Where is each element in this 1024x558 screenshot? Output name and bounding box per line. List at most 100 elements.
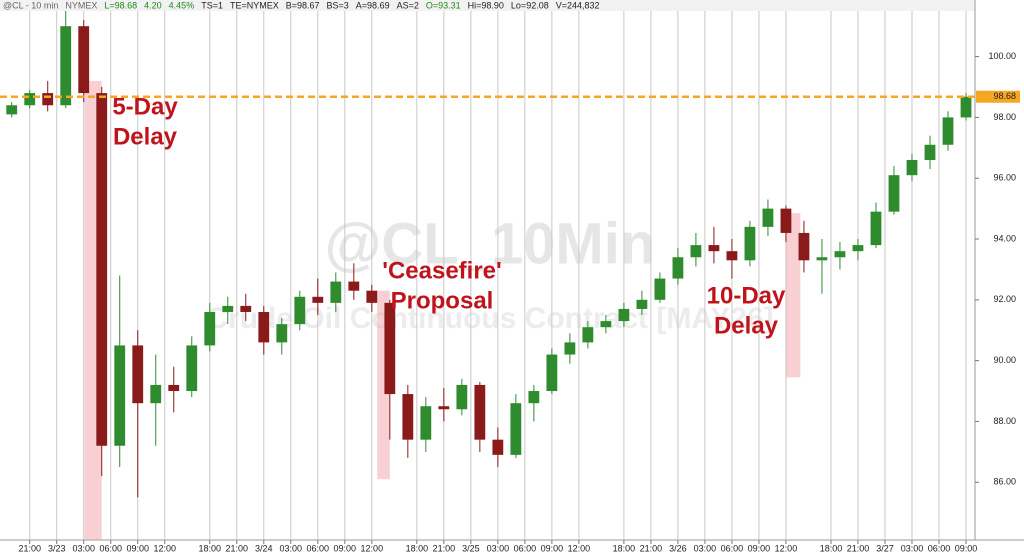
candle-body [114, 345, 126, 446]
candle-body [942, 117, 954, 145]
candle-body [330, 281, 342, 303]
annotation: 5-Day [112, 93, 178, 120]
header-field: AS=2 [397, 0, 419, 10]
candle-body [726, 251, 738, 261]
candle-body [366, 290, 378, 303]
header-field: O=93.31 [426, 0, 461, 10]
highlight-band [785, 213, 801, 378]
candle-body [798, 232, 810, 261]
x-tick-label: 18:00 [613, 543, 636, 553]
candle-body [870, 211, 882, 246]
candle-body [708, 245, 720, 252]
x-tick-label: 21:00 [18, 543, 41, 553]
candle-body [42, 93, 54, 106]
header-field: 4.20 [144, 0, 162, 10]
header-field: 4.45% [169, 0, 195, 10]
candle-body [456, 384, 468, 410]
candle-body [438, 406, 450, 410]
y-tick-label: 88.00 [993, 416, 1016, 426]
x-tick-label: 09:00 [955, 543, 978, 553]
candle-body [780, 208, 792, 233]
candle-body [186, 345, 198, 392]
candle-body [690, 245, 702, 258]
candle-body [546, 354, 558, 392]
annotation: Delay [113, 123, 178, 150]
price-label-box [976, 90, 1020, 103]
header-field: TE=NYMEX [230, 0, 279, 10]
header-field: Hi=98.90 [468, 0, 504, 10]
candle-body [204, 311, 216, 346]
x-tick-label: 12:00 [775, 543, 798, 553]
x-tick-label: 03:00 [694, 543, 717, 553]
x-tick-label: 18:00 [198, 543, 221, 553]
x-tick-label: 21:00 [640, 543, 663, 553]
x-tick-label: 18:00 [820, 543, 843, 553]
header-field: @CL - 10 min [3, 0, 58, 10]
candle-body [834, 251, 846, 258]
candle-body [636, 299, 648, 309]
candle-body [60, 26, 72, 106]
candle-body [384, 302, 396, 395]
candle-body [312, 296, 324, 303]
y-tick-label: 90.00 [993, 355, 1016, 365]
candle-body [618, 308, 630, 322]
candle-body [402, 394, 414, 440]
x-tick-label: 09:00 [126, 543, 149, 553]
x-tick-label: 12:00 [361, 543, 384, 553]
candle-body [672, 257, 684, 279]
x-tick-label: 03:00 [280, 543, 303, 553]
candle-body [528, 391, 540, 404]
x-tick-label: 09:00 [334, 543, 357, 553]
annotation: Proposal [391, 287, 494, 314]
x-tick-label: 21:00 [433, 543, 456, 553]
y-tick-label: 86.00 [993, 477, 1016, 487]
x-tick-label: 12:00 [153, 543, 176, 553]
y-tick-label: 100.00 [988, 51, 1016, 61]
annotation: 10-Day [707, 282, 786, 309]
candle-body [258, 311, 270, 343]
candle-body [816, 257, 828, 261]
candle-body [924, 144, 936, 160]
candle-body [654, 278, 666, 300]
candle-body [582, 327, 594, 343]
candle-body [168, 384, 180, 392]
candle-body [240, 305, 252, 312]
candle-body [78, 26, 90, 94]
header-field: BS=3 [327, 0, 349, 10]
candle-body [888, 175, 900, 212]
candle-body [96, 93, 108, 446]
header-bar [0, 0, 975, 11]
candle-body [222, 305, 234, 312]
x-tick-label: 03:00 [487, 543, 510, 553]
x-tick-label: 03:00 [72, 543, 95, 553]
candle-body [24, 93, 36, 106]
candle-body [348, 281, 360, 291]
candle-body [294, 296, 306, 325]
candle-body [762, 208, 774, 227]
x-tick-label: 3/25 [462, 543, 480, 553]
x-tick-label: 03:00 [901, 543, 924, 553]
x-tick-label: 21:00 [226, 543, 249, 553]
x-tick-label: 06:00 [99, 543, 122, 553]
candle-body [510, 403, 522, 455]
x-tick-label: 06:00 [307, 543, 330, 553]
y-tick-label: 98.00 [993, 112, 1016, 122]
x-tick-label: 09:00 [541, 543, 564, 553]
candle-body [150, 384, 162, 404]
header-field: NYMEX [65, 0, 97, 10]
price-label: 98.68 [993, 91, 1016, 101]
candle-body [6, 105, 18, 115]
candle-body [852, 245, 864, 252]
x-tick-label: 3/23 [48, 543, 66, 553]
x-tick-label: 12:00 [568, 543, 591, 553]
header-field: A=98.69 [356, 0, 390, 10]
candle-body [132, 345, 144, 404]
candle-body [744, 226, 756, 261]
x-tick-label: 21:00 [847, 543, 870, 553]
candle-body [564, 342, 576, 355]
annotation: 'Ceasefire' [382, 257, 501, 284]
candle-body [474, 384, 486, 440]
candle-body [960, 96, 972, 118]
